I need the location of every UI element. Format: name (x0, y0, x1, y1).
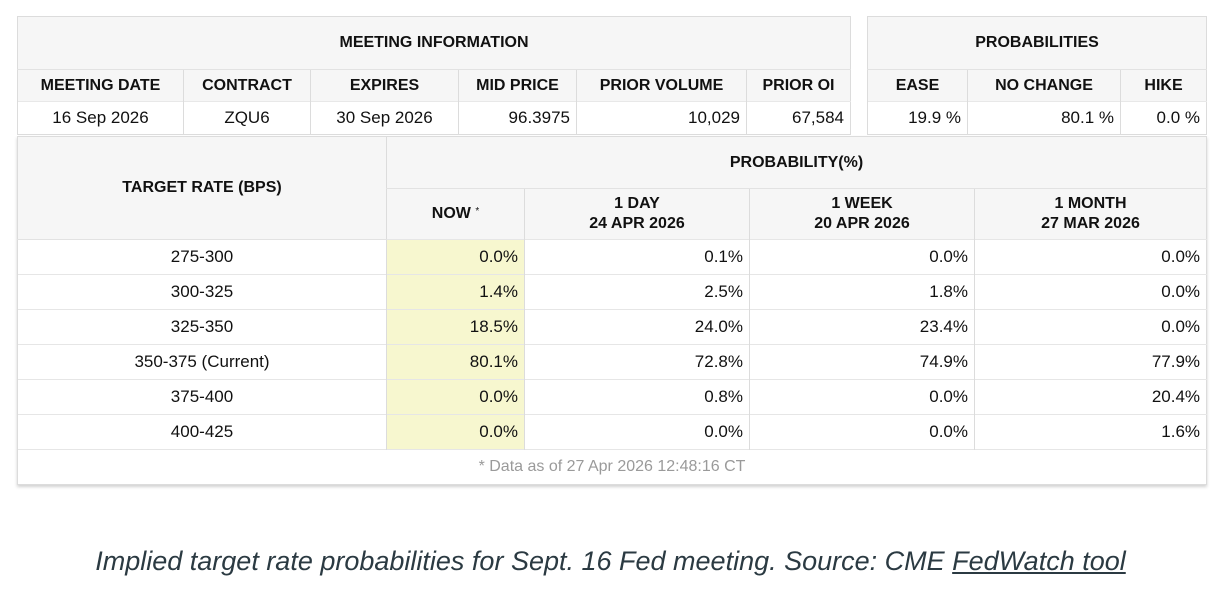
month-prob: 0.0% (973, 274, 1207, 310)
meeting-information-title: MEETING INFORMATION (17, 16, 851, 70)
table-row: 275-300 0.0% 0.1% 0.0% 0.0% (17, 239, 1207, 275)
period-date: 20 APR 2026 (814, 215, 910, 232)
col-hike: HIKE (1119, 69, 1207, 102)
now-prob: 80.1% (386, 344, 525, 380)
week-prob: 74.9% (749, 344, 975, 380)
target-rate: 325-350 (17, 309, 387, 345)
day-prob: 0.8% (524, 379, 750, 415)
period-label: 1 WEEK (831, 195, 893, 212)
contract-value: ZQU6 (183, 101, 311, 135)
table-row: 350-375 (Current) 80.1% 72.8% 74.9% 77.9… (17, 344, 1207, 380)
day-prob: 72.8% (524, 344, 750, 380)
month-prob: 77.9% (973, 344, 1207, 380)
target-rate-table: TARGET RATE (BPS) PROBABILITY(%) NOW * 1… (16, 136, 1208, 485)
col-prior-volume: PRIOR VOLUME (576, 69, 747, 102)
now-prob: 18.5% (386, 309, 525, 345)
fedwatch-tool-link[interactable]: FedWatch tool (952, 546, 1126, 576)
no-change-value: 80.1 % (967, 101, 1121, 135)
meeting-information-table: MEETING INFORMATION MEETING DATE CONTRAC… (17, 16, 851, 135)
probabilities-title: PROBABILITIES (866, 16, 1207, 70)
month-prob: 0.0% (973, 239, 1207, 275)
month-prob: 20.4% (973, 379, 1207, 415)
col-now: NOW * (386, 188, 525, 240)
period-label: 1 DAY (614, 195, 660, 212)
day-prob: 0.0% (524, 414, 750, 450)
col-meeting-date: MEETING DATE (17, 69, 184, 102)
day-prob: 2.5% (524, 274, 750, 310)
target-rate-header: TARGET RATE (BPS) (17, 136, 387, 240)
now-label: NOW (431, 205, 471, 222)
mid-price-value: 96.3975 (458, 101, 577, 135)
table-row: 400-425 0.0% 0.0% 0.0% 1.6% (17, 414, 1207, 450)
probabilities-table: PROBABILITIES EASE NO CHANGE HIKE 19.9 %… (866, 16, 1208, 135)
month-prob: 0.0% (973, 309, 1207, 345)
now-prob: 0.0% (386, 239, 525, 275)
col-ease: EASE (867, 69, 968, 102)
expires-value: 30 Sep 2026 (310, 101, 459, 135)
target-rate: 300-325 (17, 274, 387, 310)
week-prob: 0.0% (749, 414, 975, 450)
week-prob: 0.0% (749, 379, 975, 415)
hike-value: 0.0 % (1119, 101, 1207, 135)
col-1-day: 1 DAY 24 APR 2026 (524, 188, 750, 240)
image-caption: Implied target rate probabilities for Se… (0, 546, 1221, 577)
prior-oi-value: 67,584 (746, 101, 851, 135)
week-prob: 1.8% (749, 274, 975, 310)
now-prob: 0.0% (386, 379, 525, 415)
period-date: 24 APR 2026 (589, 215, 685, 232)
now-footnote-mark: * (475, 206, 480, 217)
probability-header: PROBABILITY(%) (385, 136, 1207, 189)
table-row: 375-400 0.0% 0.8% 0.0% 20.4% (17, 379, 1207, 415)
table-row: 300-325 1.4% 2.5% 1.8% 0.0% (17, 274, 1207, 310)
period-date: 27 MAR 2026 (1041, 215, 1140, 232)
col-1-month: 1 MONTH 27 MAR 2026 (973, 188, 1207, 240)
month-prob: 1.6% (973, 414, 1207, 450)
data-timestamp-footnote: * Data as of 27 Apr 2026 12:48:16 CT (16, 449, 1207, 485)
week-prob: 0.0% (749, 239, 975, 275)
col-1-week: 1 WEEK 20 APR 2026 (749, 188, 975, 240)
caption-text: Implied target rate probabilities for Se… (95, 546, 953, 576)
meeting-date-value: 16 Sep 2026 (17, 101, 184, 135)
col-expires: EXPIRES (310, 69, 459, 102)
day-prob: 24.0% (524, 309, 750, 345)
now-prob: 1.4% (386, 274, 525, 310)
ease-value: 19.9 % (867, 101, 968, 135)
prior-volume-value: 10,029 (576, 101, 747, 135)
col-no-change: NO CHANGE (967, 69, 1121, 102)
col-contract: CONTRACT (183, 69, 311, 102)
col-prior-oi: PRIOR OI (746, 69, 851, 102)
now-prob: 0.0% (386, 414, 525, 450)
target-rate: 375-400 (17, 379, 387, 415)
target-rate: 275-300 (17, 239, 387, 275)
day-prob: 0.1% (524, 239, 750, 275)
period-label: 1 MONTH (1054, 195, 1127, 212)
table-row: 325-350 18.5% 24.0% 23.4% 0.0% (17, 309, 1207, 345)
col-mid-price: MID PRICE (458, 69, 577, 102)
target-rate: 400-425 (17, 414, 387, 450)
week-prob: 23.4% (749, 309, 975, 345)
target-rate: 350-375 (Current) (17, 344, 387, 380)
